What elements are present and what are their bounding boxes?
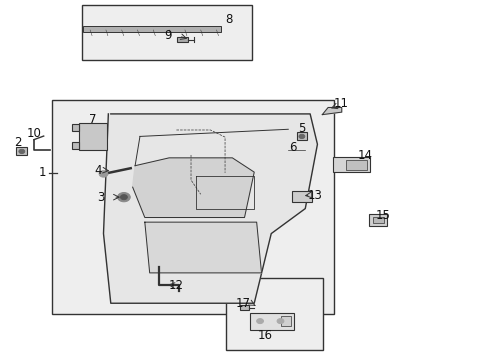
Circle shape (19, 149, 25, 154)
Bar (79, 123, 107, 150)
Bar (372, 217, 383, 223)
Bar (332, 157, 369, 172)
Text: 10: 10 (27, 127, 42, 140)
Circle shape (99, 171, 108, 177)
Text: 1: 1 (39, 166, 46, 179)
Bar (72, 124, 79, 131)
Bar (72, 142, 79, 149)
Text: 11: 11 (333, 97, 347, 110)
Circle shape (298, 134, 304, 139)
Bar (81, 5, 251, 60)
Text: 5: 5 (298, 122, 305, 135)
Bar (249, 312, 293, 330)
Bar (281, 316, 290, 327)
Text: 8: 8 (225, 13, 232, 26)
Circle shape (120, 195, 127, 200)
Text: 3: 3 (97, 191, 104, 204)
Polygon shape (103, 114, 317, 303)
Circle shape (277, 319, 284, 324)
Bar (291, 191, 311, 202)
Bar (52, 100, 334, 314)
Circle shape (117, 193, 130, 202)
Text: 16: 16 (257, 329, 272, 342)
Text: 2: 2 (14, 136, 21, 149)
Text: 17: 17 (236, 297, 250, 310)
Bar (225, 278, 323, 350)
Bar (296, 132, 306, 140)
Polygon shape (144, 222, 261, 273)
Text: 15: 15 (375, 208, 390, 221)
Polygon shape (132, 158, 254, 217)
Text: 7: 7 (89, 113, 96, 126)
Bar (17, 148, 27, 156)
Text: 4: 4 (94, 164, 101, 177)
Text: 13: 13 (307, 189, 322, 202)
Bar (368, 214, 386, 226)
Polygon shape (322, 108, 341, 114)
Text: 9: 9 (163, 29, 171, 42)
Circle shape (256, 319, 263, 324)
Text: 14: 14 (357, 149, 372, 162)
Text: 12: 12 (168, 279, 183, 292)
Bar (346, 160, 366, 170)
Bar (82, 26, 221, 32)
Bar (240, 305, 248, 310)
Text: 6: 6 (289, 141, 296, 154)
Bar (177, 37, 187, 42)
